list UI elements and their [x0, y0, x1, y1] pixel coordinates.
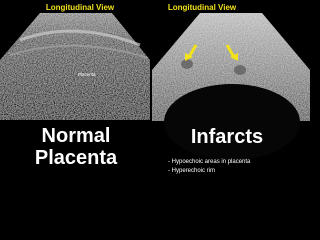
- bullet: - Hypoechoic areas in placenta: [168, 159, 251, 165]
- page: Placenta Longitudinal View Longitudinal …: [0, 3, 310, 174]
- caption: Infarcts: [191, 126, 263, 148]
- normal-ultrasound: [0, 13, 151, 120]
- bullet: - Hyperechoic rim: [168, 168, 215, 174]
- image-label: Placenta: [78, 72, 96, 77]
- view-label: Longitudinal View: [46, 3, 115, 12]
- slide: Placenta Longitudinal View Longitudinal …: [0, 3, 310, 174]
- caption: Placenta: [35, 147, 118, 169]
- view-label: Longitudinal View: [168, 3, 237, 12]
- infarct-ultrasound: [152, 13, 310, 160]
- caption: Normal: [42, 125, 111, 147]
